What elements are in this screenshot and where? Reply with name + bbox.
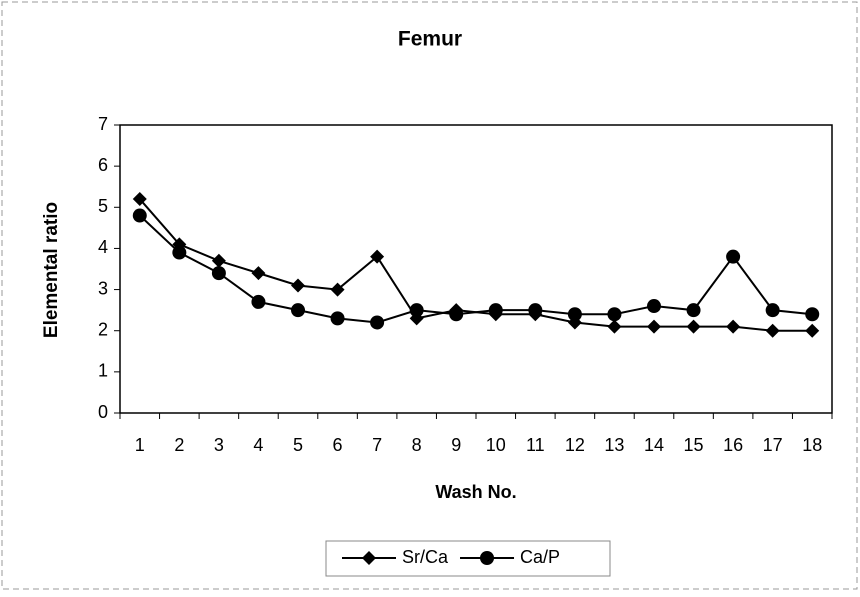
- y-tick-label: 7: [98, 114, 108, 134]
- x-tick-label: 2: [174, 435, 184, 455]
- series-line: [139, 198, 813, 332]
- data-point: [567, 307, 582, 322]
- data-point: [370, 249, 385, 264]
- data-point: [607, 307, 622, 322]
- data-point: [647, 299, 661, 314]
- data-point: [409, 303, 424, 318]
- y-tick-label: 2: [98, 319, 108, 339]
- data-point: [251, 266, 266, 281]
- data-point: [607, 319, 622, 334]
- y-tick-label: 3: [98, 278, 108, 298]
- y-tick-label: 0: [98, 402, 108, 422]
- y-tick-label: 4: [98, 237, 108, 257]
- x-tick-label: 17: [763, 435, 783, 455]
- data-point: [172, 245, 187, 260]
- x-tick-label: 8: [412, 435, 422, 455]
- data-point: [330, 282, 345, 297]
- y-tick-label: 6: [98, 155, 108, 175]
- data-point: [488, 303, 503, 318]
- data-point: [132, 208, 147, 223]
- data-point: [291, 278, 305, 293]
- data-point: [211, 253, 226, 268]
- data-point: [211, 266, 226, 281]
- chart-title: Femur: [398, 28, 462, 51]
- legend-label: Sr/Ca: [402, 547, 449, 567]
- data-point: [765, 323, 780, 338]
- data-point: [805, 307, 820, 322]
- data-point: [726, 319, 741, 334]
- data-point: [251, 294, 266, 309]
- x-tick-label: 4: [253, 435, 263, 455]
- x-tick-label: 14: [644, 435, 664, 455]
- x-tick-label: 5: [293, 435, 303, 455]
- legend-label: Ca/P: [520, 547, 560, 567]
- data-point: [528, 303, 543, 318]
- data-point: [291, 303, 305, 318]
- x-tick-label: 11: [526, 435, 545, 455]
- data-point: [686, 319, 701, 334]
- legend-marker: [362, 551, 376, 565]
- y-tick-label: 1: [98, 361, 108, 381]
- x-tick-label: 6: [333, 435, 343, 455]
- x-tick-label: 16: [723, 435, 743, 455]
- data-point: [647, 319, 661, 334]
- y-axis-label: Elemental ratio: [41, 202, 62, 338]
- legend-marker: [480, 551, 495, 565]
- y-tick-label: 5: [98, 196, 108, 216]
- data-point: [765, 303, 780, 318]
- data-point: [686, 303, 701, 318]
- x-tick-label: 10: [486, 435, 506, 455]
- data-point: [726, 249, 741, 264]
- x-tick-label: 9: [451, 435, 461, 455]
- x-tick-label: 1: [135, 435, 145, 455]
- x-tick-label: 15: [684, 435, 704, 455]
- x-tick-label: 18: [802, 435, 822, 455]
- data-point: [132, 192, 147, 207]
- x-axis-label: Wash No.: [435, 482, 516, 502]
- x-tick-label: 7: [372, 435, 382, 455]
- data-point: [805, 323, 820, 338]
- data-point: [370, 315, 385, 330]
- data-point: [330, 311, 345, 326]
- x-tick-label: 12: [565, 435, 585, 455]
- series-line: [139, 214, 813, 324]
- x-tick-label: 13: [604, 435, 624, 455]
- data-point: [449, 307, 464, 322]
- x-tick-label: 3: [214, 435, 224, 455]
